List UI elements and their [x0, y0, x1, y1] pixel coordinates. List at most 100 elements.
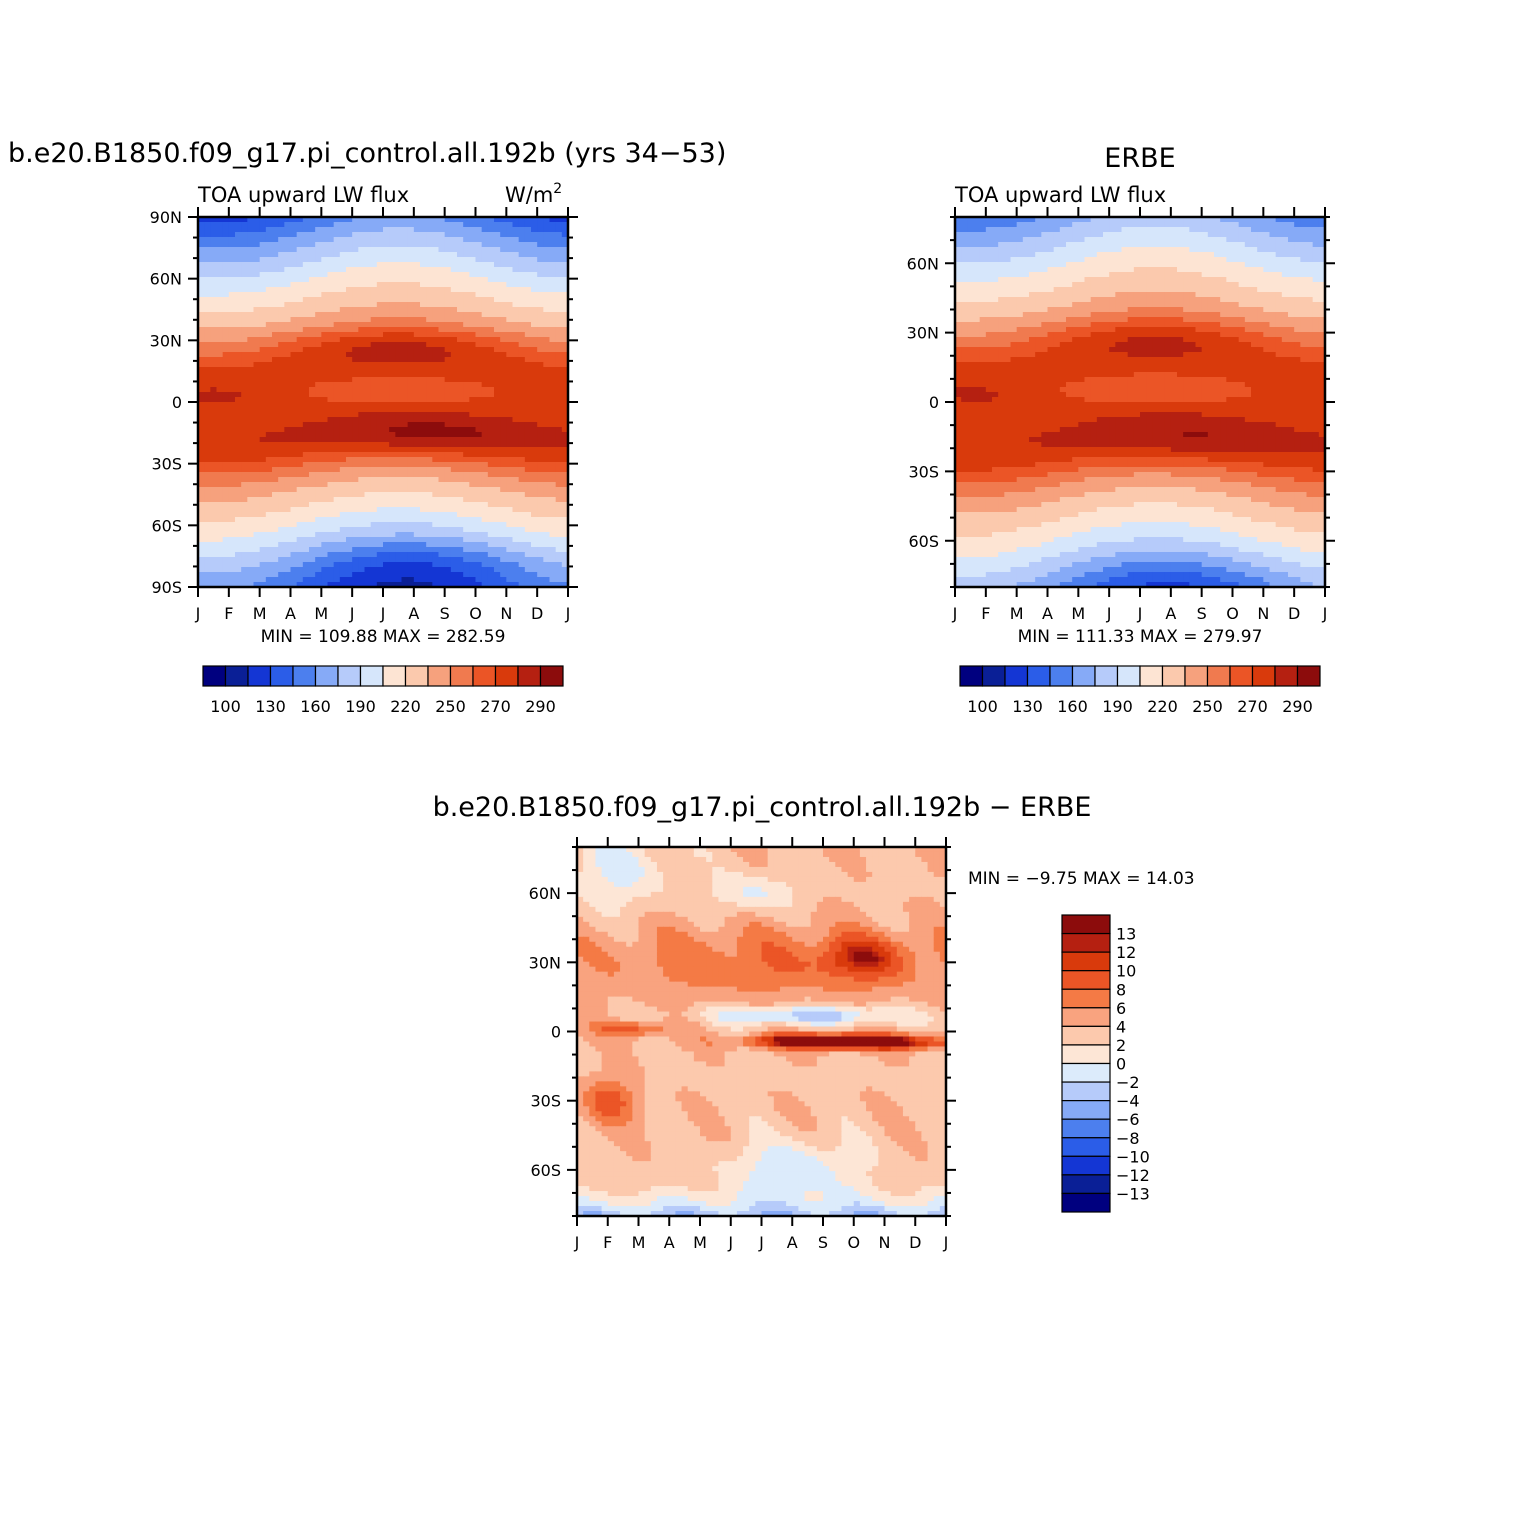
colorbar-box	[337, 665, 362, 687]
contour-cell	[278, 517, 285, 523]
contour-cell	[1004, 217, 1012, 223]
contour-cell	[302, 582, 310, 588]
contour-cell	[339, 527, 347, 533]
contour-cell	[321, 577, 329, 583]
contour-cell	[463, 527, 470, 533]
contour-cell	[290, 517, 298, 523]
contour-cell	[1170, 242, 1178, 248]
contour-cell	[321, 297, 329, 303]
contour-cell	[272, 422, 279, 428]
contour-cell	[475, 422, 483, 428]
contour-cell	[259, 372, 267, 378]
contour-cell	[389, 287, 396, 293]
contour-cell	[272, 442, 279, 448]
contour-cell	[512, 577, 520, 583]
contour-cell	[1133, 222, 1141, 228]
contour-cell	[241, 507, 248, 513]
contour-cell	[389, 332, 396, 338]
contour-cell	[438, 217, 446, 223]
contour-cell	[1158, 217, 1166, 223]
contour-cell	[210, 352, 218, 358]
contour-cell	[549, 247, 557, 253]
contour-cell	[543, 402, 551, 408]
contour-cell	[463, 252, 470, 258]
contour-cell	[537, 397, 544, 403]
contour-cell	[296, 507, 304, 513]
contour-cell	[370, 322, 378, 328]
contour-cell	[531, 312, 538, 318]
contour-cell	[290, 352, 298, 358]
contour-cell	[352, 302, 359, 308]
contour-cell	[469, 507, 477, 513]
contour-cell	[253, 217, 261, 223]
contour-cell	[413, 347, 421, 353]
contour-cell	[247, 557, 255, 563]
contour-cell	[216, 287, 224, 293]
contour-cell	[457, 422, 464, 428]
contour-cell	[383, 447, 390, 453]
contour-cell	[364, 302, 372, 308]
contour-cell	[290, 227, 298, 233]
contour-cell	[524, 247, 532, 253]
contour-cell	[463, 547, 470, 553]
contour-cell	[1244, 242, 1252, 248]
contour-cell	[407, 552, 415, 558]
contour-cell	[235, 502, 242, 508]
contour-cell	[1047, 222, 1055, 228]
contour-cell	[1263, 247, 1271, 253]
contour-cell	[253, 447, 261, 453]
contour-cell	[481, 312, 489, 318]
contour-cell	[321, 447, 329, 453]
contour-cell	[531, 512, 538, 518]
contour-cell	[426, 472, 433, 478]
contour-cell	[549, 337, 557, 343]
contour-cell	[228, 377, 236, 383]
contour-cell	[235, 452, 242, 458]
contour-cell	[228, 322, 236, 328]
contour-cell	[1201, 247, 1209, 253]
contour-cell	[376, 557, 384, 563]
contour-cell	[333, 447, 341, 453]
contour-cell	[265, 312, 273, 318]
contour-cell	[339, 507, 347, 513]
contour-cell	[561, 467, 569, 473]
contour-cell	[518, 392, 526, 398]
contour-cell	[235, 297, 242, 303]
contour-cell	[364, 247, 372, 253]
contour-cell	[290, 492, 298, 498]
contour-cell	[1288, 232, 1295, 238]
y-tick-label: 90N	[150, 208, 182, 227]
contour-cell	[549, 472, 557, 478]
contour-cell	[265, 537, 273, 543]
contour-cell	[339, 262, 347, 268]
contour-cell	[284, 327, 292, 333]
contour-cell	[463, 432, 470, 438]
contour-cell	[290, 422, 298, 428]
contour-cell	[450, 477, 458, 483]
contour-cell	[346, 217, 353, 223]
contour-cell	[979, 237, 987, 243]
contour-cell	[241, 442, 248, 448]
contour-cell	[370, 352, 378, 358]
contour-cell	[376, 372, 384, 378]
contour-cell	[487, 337, 495, 343]
contour-cell	[463, 387, 470, 393]
contour-cell	[438, 352, 446, 358]
contour-cell	[216, 257, 224, 263]
contour-cell	[241, 422, 248, 428]
contour-cell	[955, 247, 962, 253]
contour-cell	[222, 477, 230, 483]
contour-cell	[346, 462, 353, 468]
contour-cell	[315, 567, 322, 573]
contour-cell	[438, 302, 446, 308]
contour-cell	[506, 467, 514, 473]
contour-cell	[444, 252, 452, 258]
contour-cell	[284, 222, 292, 228]
contour-cell	[450, 427, 458, 433]
contour-cell	[549, 567, 557, 573]
contour-cell	[198, 532, 205, 538]
contour-cell	[426, 242, 433, 248]
contour-cell	[438, 327, 446, 333]
contour-cell	[500, 577, 507, 583]
contour-cell	[259, 482, 267, 488]
